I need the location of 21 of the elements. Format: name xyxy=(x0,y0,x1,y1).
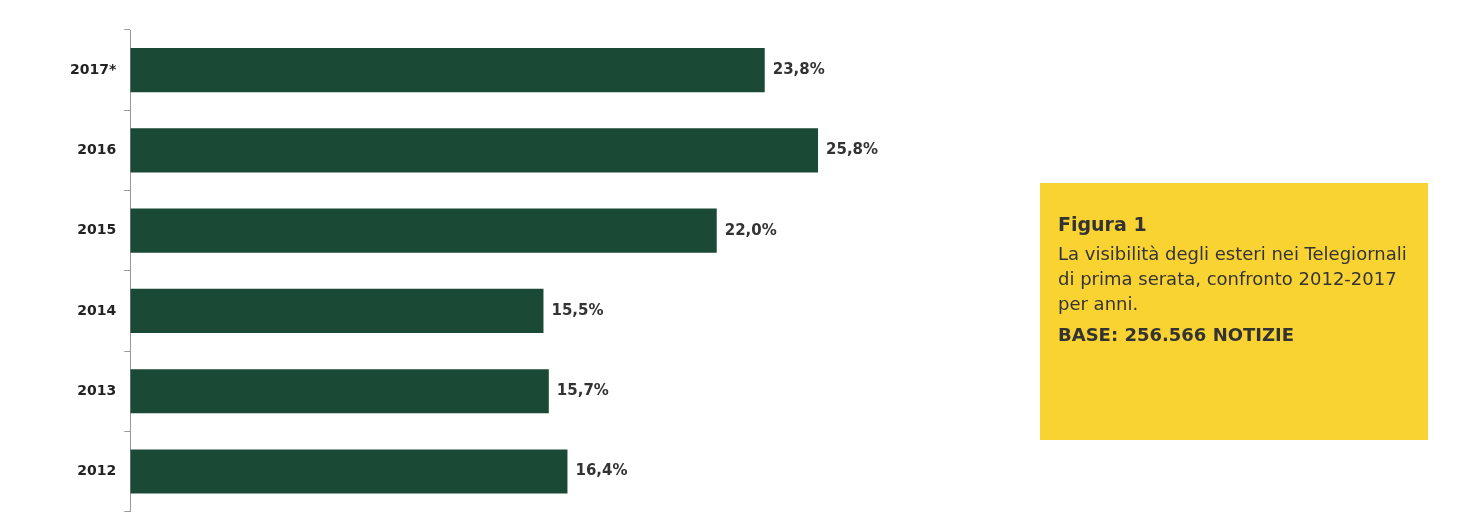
bar xyxy=(130,369,549,414)
data-label: 23,8% xyxy=(772,60,825,79)
text: BASE: 256.566 NOTIZIE xyxy=(1058,323,1295,347)
y-tick-label: 2012 xyxy=(77,462,117,479)
bar xyxy=(130,48,765,93)
data-label: 25,8% xyxy=(826,140,879,159)
bar xyxy=(130,128,819,173)
bar xyxy=(130,449,568,494)
data-label: 22,0% xyxy=(724,220,777,239)
data-label: 15,7% xyxy=(556,381,609,400)
bar xyxy=(130,288,544,334)
y-tick-label: 2013 xyxy=(77,381,117,398)
y-tick-label: 2017* xyxy=(69,60,117,77)
text: Figura 1 xyxy=(1058,213,1148,235)
bar xyxy=(130,208,717,253)
data-label: 15,5% xyxy=(551,300,604,319)
y-tick-label: 2015 xyxy=(77,221,117,238)
y-tick-label: 2016 xyxy=(77,141,117,158)
data-label: 16,4% xyxy=(575,461,628,480)
text: La visibilità degli esteri nei Telegiornali di prima serata, confronto 2012-2017 per anni. xyxy=(1058,242,1408,316)
y-tick-label: 2014 xyxy=(77,301,117,318)
